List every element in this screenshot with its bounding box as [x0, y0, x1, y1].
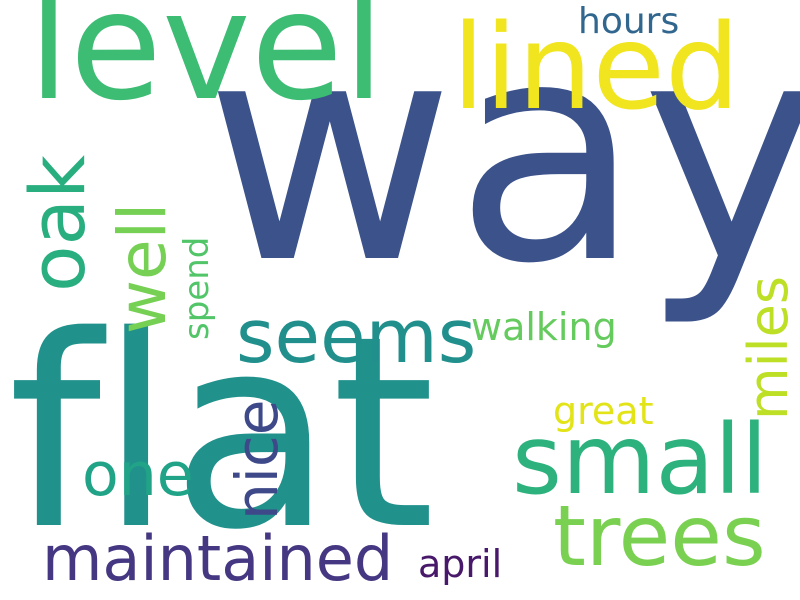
word-way: way [205, 0, 800, 330]
word-maintained: maintained [42, 522, 394, 595]
word-oak: oak [13, 154, 102, 292]
word-april: april [418, 542, 503, 586]
word-seems: seems [236, 294, 477, 380]
word-miles: miles [737, 276, 800, 420]
word-lined: lined [452, 0, 740, 136]
word-spend: spend [177, 236, 217, 340]
word-flat: flat [8, 280, 435, 588]
word-hours: hours [578, 1, 680, 42]
word-nice: nice [223, 399, 291, 520]
word-great: great [553, 389, 654, 433]
word-one: one [82, 440, 194, 510]
word-small: small [512, 404, 768, 516]
word-trees: trees [553, 487, 766, 585]
word-walking: walking [471, 305, 617, 349]
word-level: level [28, 0, 385, 134]
word-well: well [104, 202, 181, 334]
